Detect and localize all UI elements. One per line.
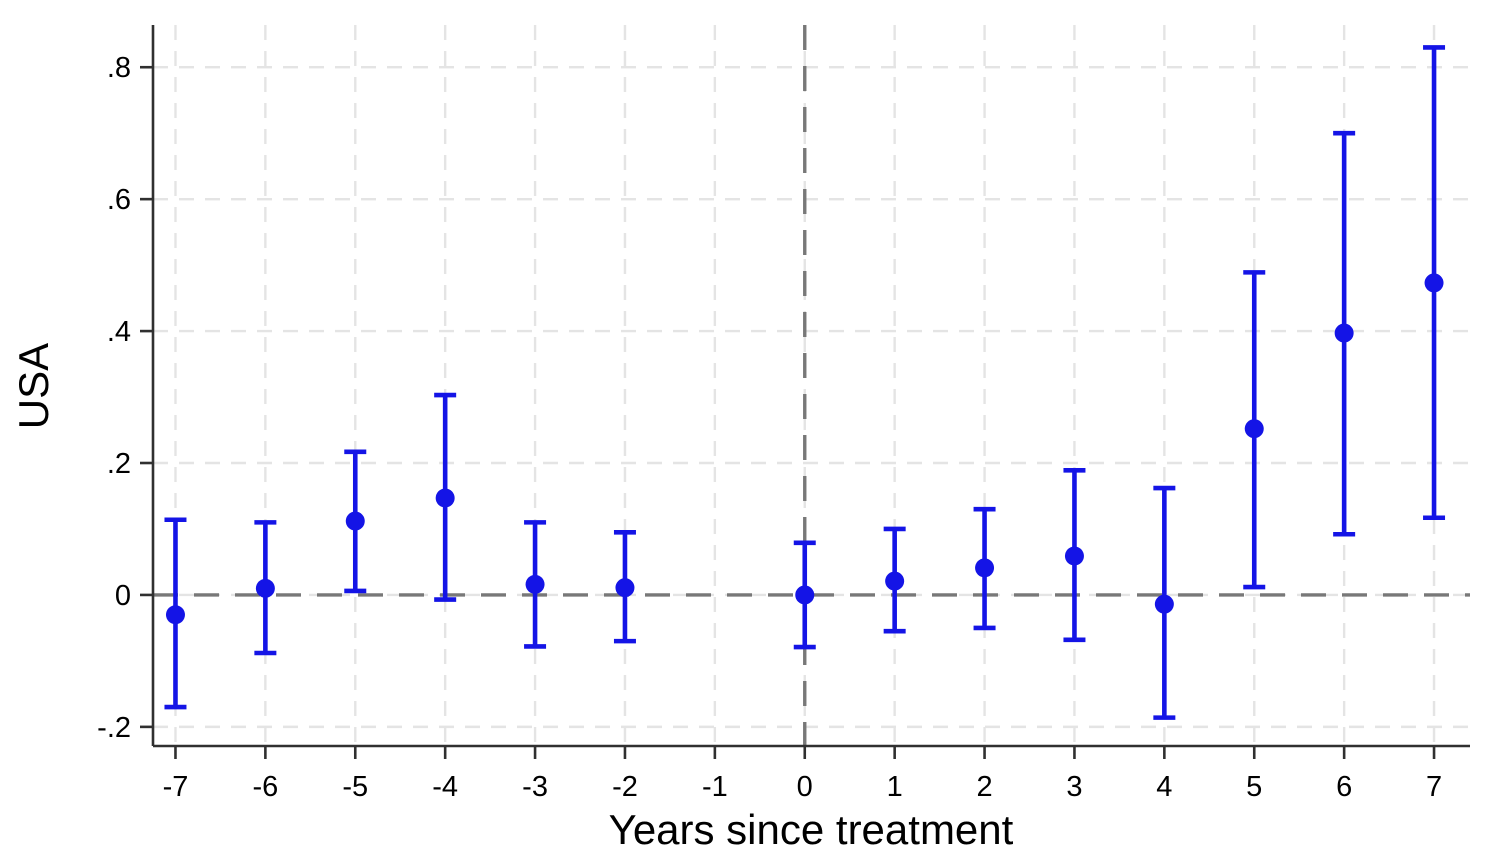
estimate-group-x7 bbox=[1423, 45, 1446, 521]
estimate-group-x-5 bbox=[344, 449, 367, 594]
point-estimate-marker bbox=[615, 578, 635, 598]
point-estimate-marker bbox=[165, 605, 185, 625]
point-estimate-marker bbox=[975, 558, 995, 578]
x-tick-label: 4 bbox=[1156, 771, 1172, 803]
x-tick-label: 3 bbox=[1066, 771, 1082, 803]
estimate-group-x4 bbox=[1153, 485, 1176, 720]
point-estimate-marker bbox=[1424, 273, 1444, 293]
x-tick-label: -7 bbox=[163, 771, 189, 803]
x-tick-label: 1 bbox=[887, 771, 903, 803]
point-estimate-marker bbox=[885, 571, 905, 591]
x-axis-title: Years since treatment bbox=[609, 806, 1014, 853]
x-tick-label: 7 bbox=[1426, 771, 1442, 803]
estimate-group-x-3 bbox=[524, 520, 547, 649]
point-estimate-marker bbox=[1154, 594, 1174, 614]
estimate-group-x-7 bbox=[164, 517, 187, 710]
tick-labels: -.2 0 .2 .4 .6 .8 -7 -6 -5 -4 -3 -2 -1 0 1 2 3 4 5 6 7 bbox=[97, 52, 1442, 803]
x-tick-label: 6 bbox=[1336, 771, 1352, 803]
point-estimate-marker bbox=[795, 585, 815, 605]
point-estimate-marker bbox=[255, 578, 275, 598]
estimate-group-x-4 bbox=[434, 392, 457, 602]
point-estimate-marker bbox=[345, 511, 365, 531]
estimate-group-x5 bbox=[1243, 270, 1266, 590]
gridlines bbox=[153, 25, 1470, 746]
y-axis-title: USA bbox=[10, 343, 57, 429]
axes bbox=[151, 25, 1470, 748]
estimate-group-x6 bbox=[1333, 130, 1356, 537]
x-tick-label: -5 bbox=[342, 771, 368, 803]
estimate-group-x1 bbox=[883, 526, 906, 634]
estimate-group-x3 bbox=[1063, 467, 1086, 643]
x-tick-label: -6 bbox=[252, 771, 278, 803]
y-tick-label: .6 bbox=[107, 184, 131, 216]
point-estimate-marker bbox=[435, 488, 455, 508]
tick-marks bbox=[140, 65, 1436, 759]
y-tick-label: -.2 bbox=[97, 712, 131, 744]
point-estimate-marker bbox=[1334, 323, 1354, 343]
y-tick-label: 0 bbox=[115, 580, 131, 612]
x-tick-label: -4 bbox=[432, 771, 458, 803]
y-tick-label: .2 bbox=[107, 448, 131, 480]
estimate-group-x0 bbox=[793, 540, 816, 650]
point-estimate-marker bbox=[525, 574, 545, 594]
y-tick-label: .8 bbox=[107, 52, 131, 84]
y-tick-label: .4 bbox=[107, 316, 131, 348]
point-estimate-marker bbox=[1244, 419, 1264, 439]
point-estimate-marker bbox=[1064, 546, 1084, 566]
x-tick-label: -1 bbox=[702, 771, 728, 803]
estimate-group-x2 bbox=[973, 506, 996, 631]
x-tick-label: -2 bbox=[612, 771, 638, 803]
data-series bbox=[164, 45, 1446, 720]
estimate-group-x-6 bbox=[254, 520, 277, 656]
x-tick-label: 0 bbox=[797, 771, 813, 803]
reference-lines bbox=[153, 25, 1470, 746]
x-tick-label: -3 bbox=[522, 771, 548, 803]
x-tick-label: 2 bbox=[976, 771, 992, 803]
estimate-group-x-2 bbox=[613, 529, 636, 644]
x-tick-label: 5 bbox=[1246, 771, 1262, 803]
